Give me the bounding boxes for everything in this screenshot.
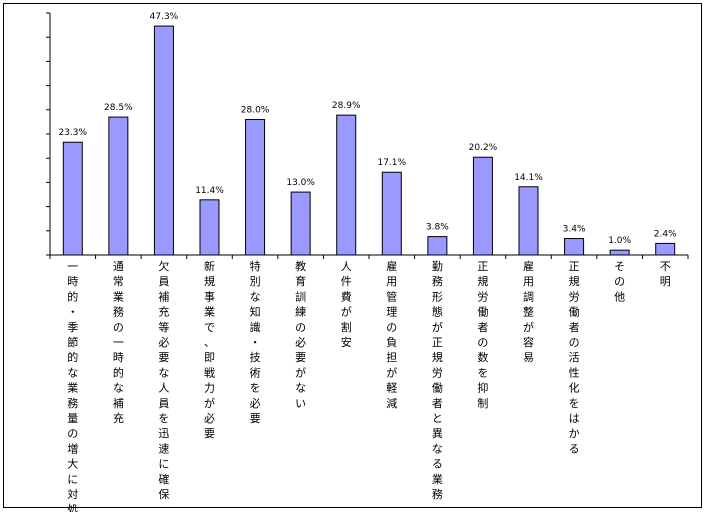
- bar: [290, 191, 311, 256]
- value-label: 28.9%: [332, 101, 361, 111]
- value-label: 28.0%: [241, 105, 270, 115]
- value-label: 23.3%: [58, 128, 87, 138]
- bar: [472, 156, 493, 256]
- bar: [245, 118, 266, 256]
- value-label: 2.4%: [654, 229, 677, 239]
- value-label: 13.0%: [286, 178, 315, 188]
- axes: [46, 12, 689, 259]
- bar: [427, 236, 448, 256]
- bar: [564, 238, 585, 256]
- svg-text:特別な知識・技術を必要: 特別な知識・技術を必要: [250, 259, 261, 425]
- value-label: 14.1%: [514, 173, 543, 183]
- category-label: 雇用管理の負担が軽減: [386, 259, 397, 410]
- svg-text:正規労働者の数を抑制: 正規労働者の数を抑制: [477, 260, 488, 410]
- value-labels: 23.3% 28.5% 47.3% 11.4% 28.0% 13.0% 28.9% 17.1%…: [58, 12, 677, 246]
- category-label: 一時的・季節的な業務量の増大に対処: [67, 260, 78, 512]
- category-label: 不明: [660, 260, 671, 288]
- bar: [153, 25, 174, 256]
- value-label: 1.0%: [608, 236, 631, 246]
- value-label: 17.1%: [377, 158, 406, 168]
- bar: [199, 199, 220, 256]
- svg-text:雇用管理の負担が軽減: 雇用管理の負担が軽減: [386, 259, 397, 410]
- value-label: 3.4%: [563, 225, 586, 235]
- svg-text:勤務形態が正規労働者と異なる業務: 勤務形態が正規労働者と異なる業務: [432, 260, 443, 501]
- category-label: 新規事業で、即戦力が必要: [204, 259, 215, 440]
- category-label: 特別な知識・技術を必要: [250, 259, 261, 425]
- value-label: 28.5%: [104, 103, 133, 113]
- bar: [609, 249, 630, 256]
- bar: [655, 242, 676, 256]
- bar: [336, 114, 357, 256]
- bar: [62, 141, 83, 256]
- bars: [62, 25, 676, 256]
- bar: [381, 171, 402, 256]
- category-label: その他: [614, 260, 625, 303]
- bar: [518, 186, 539, 256]
- value-label: 20.2%: [469, 143, 498, 153]
- bar: [108, 116, 129, 256]
- svg-text:雇用調整が容易: 雇用調整が容易: [523, 259, 534, 364]
- svg-text:教育訓練の必要がない: 教育訓練の必要がない: [295, 260, 306, 410]
- svg-text:新規事業で、即戦力が必要: 新規事業で、即戦力が必要: [204, 259, 215, 440]
- category-label: 正規労働者の数を抑制: [477, 260, 488, 410]
- svg-text:正規労働者の活性化をはかる: 正規労働者の活性化をはかる: [569, 260, 580, 455]
- svg-text:通常業務の一時的な補充: 通常業務の一時的な補充: [113, 260, 124, 425]
- value-label: 47.3%: [150, 12, 179, 22]
- category-label: 教育訓練の必要がない: [295, 260, 306, 410]
- value-label: 3.8%: [426, 223, 449, 233]
- svg-text:その他: その他: [614, 260, 625, 303]
- category-label: 正規労働者の活性化をはかる: [569, 260, 580, 455]
- category-label: 人件費が割安: [341, 260, 352, 349]
- category-label: 通常業務の一時的な補充: [113, 260, 124, 425]
- category-label: 欠員補充等必要な人員を迅速に確保: [158, 259, 169, 501]
- svg-text:一時的・季節的な業務量の増大に対処: 一時的・季節的な業務量の増大に対処: [67, 260, 78, 512]
- category-label: 勤務形態が正規労働者と異なる業務: [432, 260, 443, 501]
- svg-text:人件費が割安: 人件費が割安: [341, 260, 352, 349]
- category-labels: 一時的・季節的な業務量の増大に対処 通常業務の一時的な補充 欠員補充等必要な人員を迅…: [67, 259, 670, 512]
- value-label: 11.4%: [195, 186, 224, 196]
- svg-text:不明: 不明: [660, 260, 671, 288]
- category-label: 雇用調整が容易: [523, 259, 534, 364]
- svg-text:欠員補充等必要な人員を迅速に確保: 欠員補充等必要な人員を迅速に確保: [158, 259, 169, 501]
